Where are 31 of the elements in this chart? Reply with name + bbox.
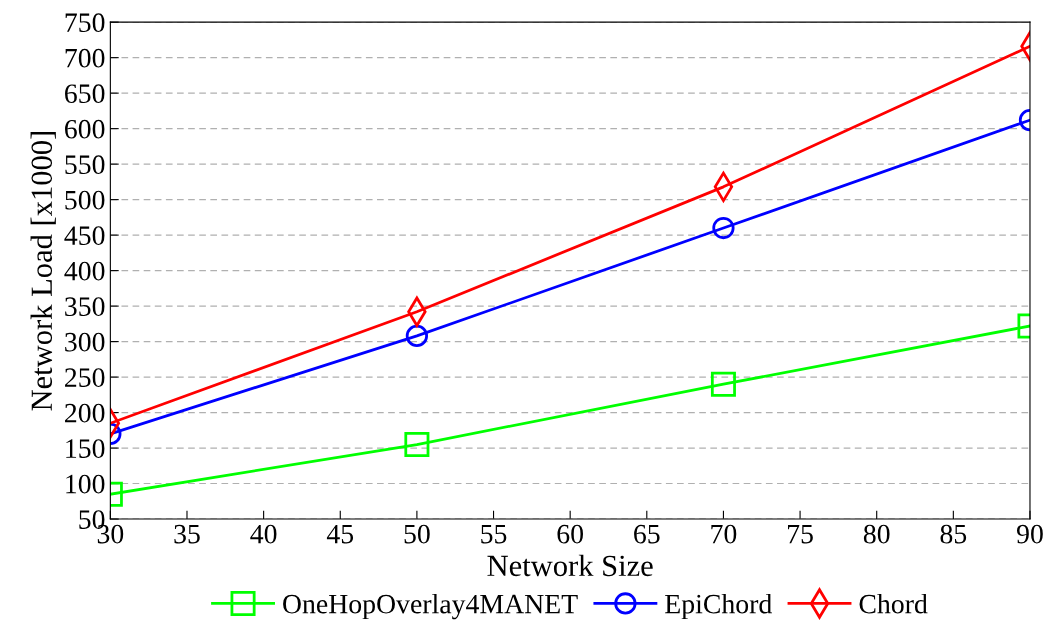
x-tick-label: 45 [326,524,354,544]
x-tick-label: 35 [174,524,200,544]
x-tick-label: 70 [711,524,737,544]
y-tick-label: 200 [65,403,105,423]
x-tick-label: 75 [788,525,813,544]
x-tick-label: 60 [557,524,583,544]
x-tick-label: 80 [863,524,890,544]
y-tick-label: 750 [65,13,105,33]
x-tick-label: 40 [250,524,277,544]
y-tick-label: 450 [64,226,105,246]
x-tick-label: 50 [404,524,430,544]
y-tick-label: 600 [65,119,105,139]
y-axis-title: Network Load [x1000] [30,132,56,411]
x-axis-title: Network Size [487,554,653,577]
x-tick-label: 90 [1016,524,1043,544]
y-tick-label: 400 [64,261,105,281]
y-tick-label: 350 [65,297,105,317]
y-tick-label: 500 [65,190,105,210]
y-tick-label: 250 [65,368,105,387]
y-tick-label: 150 [66,439,105,458]
y-tick-label: 550 [65,155,105,175]
y-tick-label: 650 [65,84,105,104]
legend-label: Chord [859,593,928,614]
legend-label: EpiChord [665,593,772,620]
y-tick-label: 700 [65,48,105,68]
x-tick-label: 85 [940,524,967,544]
legend-label: OneHopOverlay4MANET [283,593,578,620]
x-tick-label: 55 [481,525,507,544]
y-tick-label: 300 [65,332,105,352]
x-tick-label: 65 [634,524,660,544]
y-tick-label: 100 [66,474,105,494]
